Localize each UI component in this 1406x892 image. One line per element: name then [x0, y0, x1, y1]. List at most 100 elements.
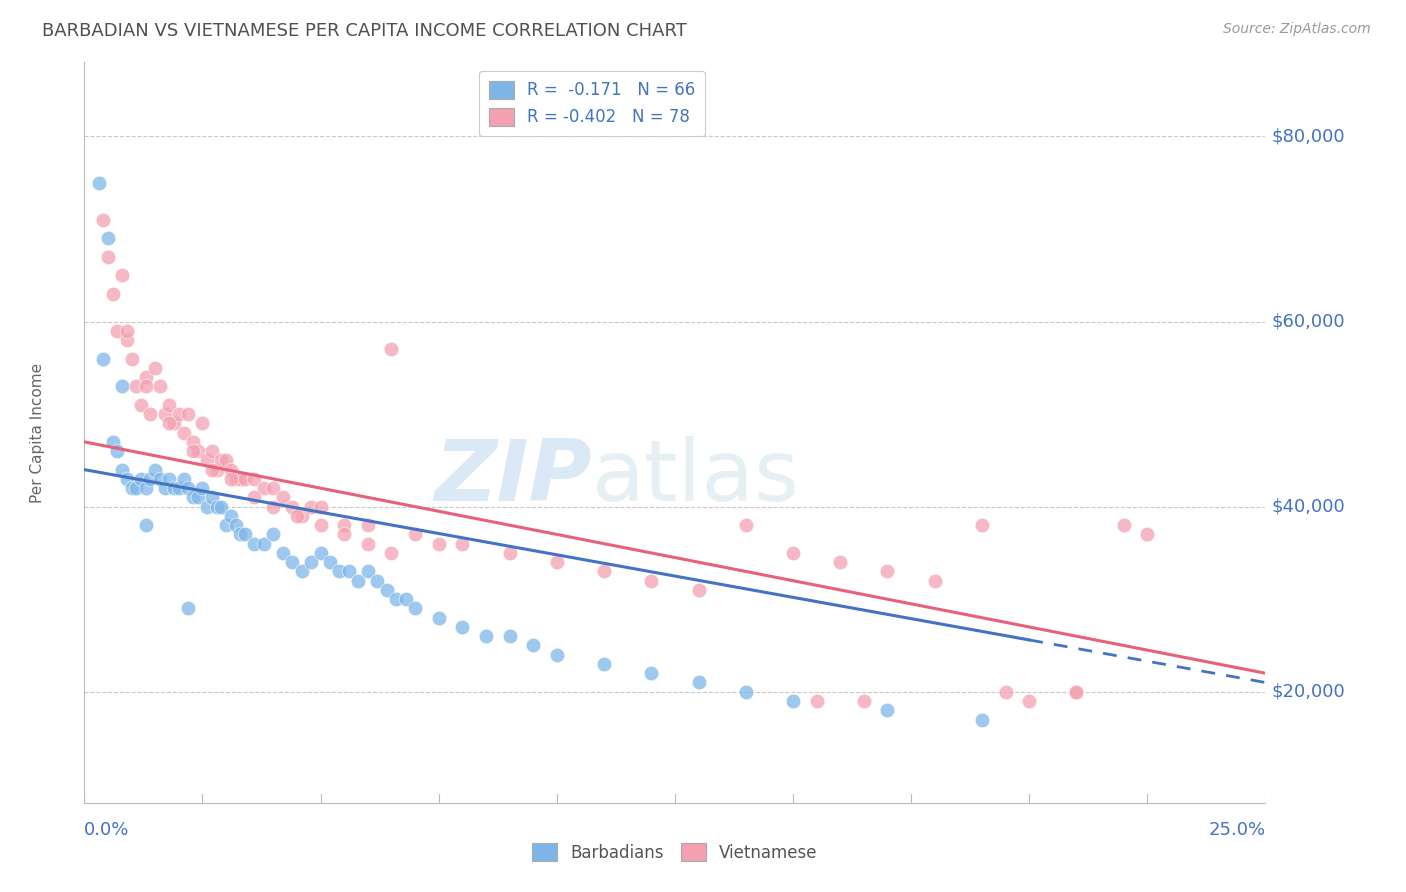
Point: [285, 508, 308, 523]
Point: [181, 491, 204, 505]
Point: [111, 462, 134, 476]
Point: [135, 370, 157, 384]
Point: [347, 574, 370, 588]
Point: [271, 491, 294, 505]
Point: [253, 481, 276, 495]
Point: [225, 518, 247, 533]
Point: [262, 500, 284, 514]
Point: [125, 481, 148, 495]
Point: [970, 518, 993, 533]
Point: [97, 231, 120, 245]
Point: [135, 379, 157, 393]
Text: Source: ZipAtlas.com: Source: ZipAtlas.com: [1223, 22, 1371, 37]
Point: [451, 536, 474, 550]
Point: [125, 379, 148, 393]
Point: [281, 555, 304, 569]
Point: [209, 500, 232, 514]
Point: [177, 601, 200, 615]
Point: [782, 546, 804, 560]
Point: [734, 685, 756, 699]
Point: [593, 565, 616, 579]
Point: [135, 481, 157, 495]
Point: [229, 472, 252, 486]
Point: [309, 518, 332, 533]
Text: $60,000: $60,000: [1271, 312, 1346, 331]
Point: [475, 629, 498, 643]
Point: [375, 582, 398, 597]
Point: [157, 417, 180, 431]
Point: [970, 713, 993, 727]
Point: [498, 629, 520, 643]
Point: [357, 536, 380, 550]
Point: [153, 407, 176, 421]
Point: [299, 555, 322, 569]
Point: [167, 481, 190, 495]
Point: [121, 351, 143, 366]
Point: [173, 425, 195, 440]
Point: [215, 518, 238, 533]
Point: [291, 508, 314, 523]
Point: [380, 343, 402, 357]
Point: [688, 582, 710, 597]
Point: [357, 565, 380, 579]
Point: [115, 324, 138, 338]
Text: 0.0%: 0.0%: [84, 822, 129, 839]
Point: [115, 472, 138, 486]
Point: [101, 434, 124, 449]
Point: [205, 500, 228, 514]
Point: [1112, 518, 1135, 533]
Point: [830, 555, 852, 569]
Point: [876, 703, 898, 717]
Point: [209, 453, 232, 467]
Point: [688, 675, 710, 690]
Point: [229, 527, 252, 541]
Point: [143, 360, 166, 375]
Point: [139, 472, 162, 486]
Point: [101, 286, 124, 301]
Point: [181, 434, 204, 449]
Point: [782, 694, 804, 708]
Point: [225, 472, 247, 486]
Point: [129, 398, 152, 412]
Point: [233, 527, 256, 541]
Point: [299, 500, 322, 514]
Point: [177, 407, 200, 421]
Point: [195, 453, 218, 467]
Point: [219, 508, 242, 523]
Point: [191, 481, 214, 495]
Point: [143, 462, 166, 476]
Point: [115, 333, 138, 347]
Point: [924, 574, 946, 588]
Point: [404, 601, 426, 615]
Point: [243, 472, 266, 486]
Point: [385, 592, 408, 607]
Point: [121, 481, 143, 495]
Point: [1066, 685, 1088, 699]
Point: [427, 610, 450, 624]
Point: [281, 500, 304, 514]
Point: [262, 481, 284, 495]
Point: [1018, 694, 1040, 708]
Point: [177, 481, 200, 495]
Point: [357, 518, 380, 533]
Point: [107, 324, 129, 338]
Point: [135, 518, 157, 533]
Point: [157, 398, 180, 412]
Point: [157, 472, 180, 486]
Text: 25.0%: 25.0%: [1208, 822, 1265, 839]
Text: $40,000: $40,000: [1271, 498, 1346, 516]
Point: [149, 472, 172, 486]
Point: [394, 592, 416, 607]
Point: [187, 491, 209, 505]
Point: [546, 648, 568, 662]
Point: [149, 379, 172, 393]
Text: ZIP: ZIP: [434, 435, 592, 518]
Point: [333, 527, 356, 541]
Point: [97, 250, 120, 264]
Point: [852, 694, 875, 708]
Point: [593, 657, 616, 671]
Point: [546, 555, 568, 569]
Point: [233, 472, 256, 486]
Point: [173, 472, 195, 486]
Point: [91, 351, 114, 366]
